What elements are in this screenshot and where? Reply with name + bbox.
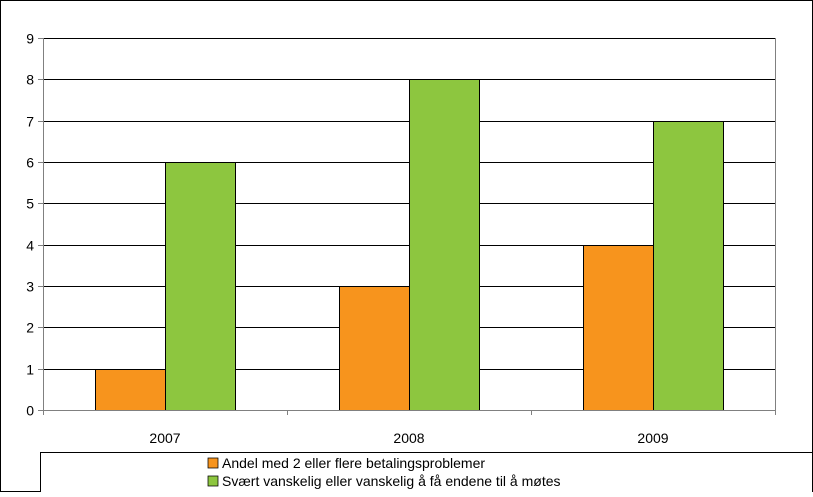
legend: Andel med 2 eller flere betalingsproblem…: [40, 452, 813, 493]
y-tick-label: 4: [26, 238, 34, 254]
y-tick-label: 3: [26, 279, 34, 295]
x-tick-label: 2007: [149, 430, 180, 446]
y-tick-label: 6: [26, 155, 34, 171]
y-tick-label: 8: [26, 72, 34, 88]
legend-box: [40, 452, 813, 493]
y-tick-label: 2: [26, 320, 34, 336]
bar-2-2009: [653, 121, 724, 411]
x-tick-label: 2009: [637, 430, 668, 446]
axes: [43, 38, 776, 415]
bar-2-2008: [409, 79, 480, 411]
y-axis-ticks: 0 1 2 3 4 5 6 7 8 9: [26, 31, 43, 419]
y-tick-label: 9: [26, 31, 34, 47]
legend-label-series-2: Svært vanskelig eller vanskelig å få end…: [222, 473, 561, 489]
bar-1-2009: [583, 245, 654, 411]
bar-2-2007: [165, 162, 236, 411]
legend-swatch-series-2: [207, 475, 219, 487]
bar-1-2007: [95, 369, 166, 411]
y-tick-label: 5: [26, 196, 34, 212]
bar-1-2008: [339, 286, 410, 411]
legend-label-series-1: Andel med 2 eller flere betalingsproblem…: [222, 455, 485, 471]
y-tick-label: 7: [26, 114, 34, 130]
y-tick-label: 0: [26, 403, 34, 419]
y-tick-label: 1: [26, 362, 34, 378]
bars: [95, 79, 724, 411]
x-tick-label: 2008: [393, 430, 424, 446]
legend-swatch-series-1: [207, 457, 219, 469]
x-axis-labels: 2007 2008 2009: [149, 430, 668, 446]
